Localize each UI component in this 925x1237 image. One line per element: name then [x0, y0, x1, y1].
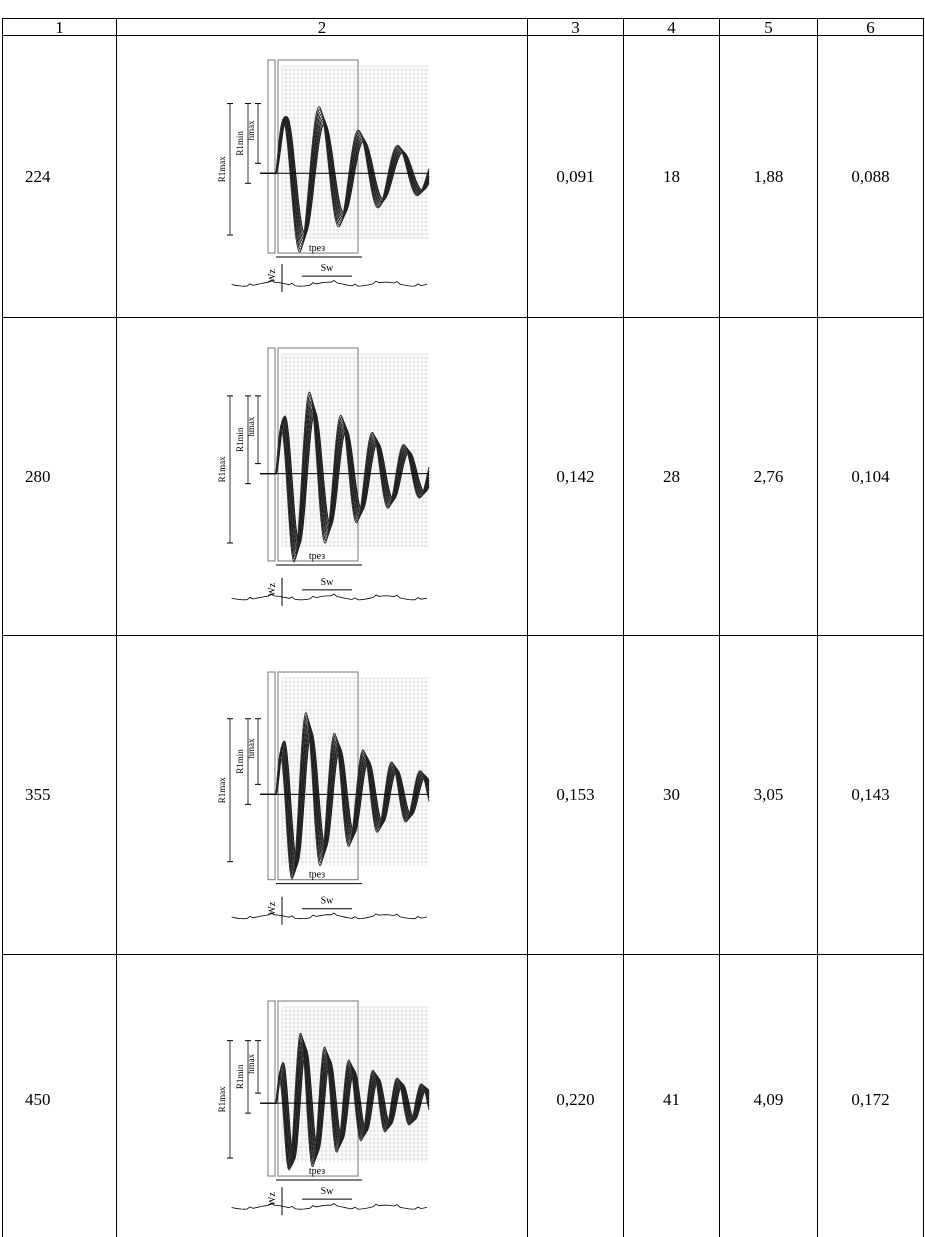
cell: 280 — [2, 318, 117, 636]
header-cell: 1 — [2, 18, 117, 36]
figure-label: R1min — [235, 749, 245, 774]
cell: 41 — [624, 955, 720, 1237]
figure-label: R1min — [235, 427, 245, 452]
figure-label: hmax — [246, 120, 256, 140]
figure-label: R1max — [217, 456, 227, 482]
figure-label: hmax — [246, 1053, 256, 1073]
figure-label: tрез — [309, 551, 325, 562]
figure-label: Wz — [267, 582, 278, 596]
cell: 224 — [2, 36, 117, 318]
figure-label: Sw — [321, 1186, 335, 1197]
cell: 2,76 — [720, 318, 818, 636]
header-cell: 5 — [720, 18, 818, 36]
figure-label: R1max — [217, 156, 227, 182]
header-cell: 4 — [624, 18, 720, 36]
figure-label: tрез — [309, 870, 325, 881]
figure-label: Wz — [267, 1192, 278, 1206]
cell: 0,088 — [818, 36, 924, 318]
figure-label: hmax — [246, 416, 256, 436]
figure-label: Sw — [321, 896, 335, 907]
cell: 0,153 — [528, 636, 624, 955]
cell: 0,220 — [528, 955, 624, 1237]
frame — [268, 348, 275, 561]
cell: 30 — [624, 636, 720, 955]
frame — [268, 1001, 275, 1176]
waveform — [260, 117, 429, 237]
cell: 450 — [2, 955, 117, 1237]
cell: 0,091 — [528, 36, 624, 318]
waveform — [260, 114, 429, 244]
cell: 0,143 — [818, 636, 924, 955]
figure-label: Sw — [321, 263, 335, 274]
figure-label: Wz — [267, 269, 278, 283]
roughness — [232, 1203, 427, 1209]
cell: 3,05 — [720, 636, 818, 955]
figure-label: R1min — [235, 1064, 245, 1089]
page: 123456224R1maxR1minhmaxtрезWzSw0,091181,… — [0, 0, 925, 1237]
roughness — [232, 594, 427, 600]
cell: 0,172 — [818, 955, 924, 1237]
cell: 18 — [624, 36, 720, 318]
roughness — [232, 280, 427, 286]
roughness — [232, 913, 427, 919]
cell: 0,104 — [818, 318, 924, 636]
cell: 355 — [2, 636, 117, 955]
figure-label: hmax — [246, 738, 256, 758]
frame — [268, 672, 275, 880]
header-cell: 2 — [117, 18, 528, 36]
cell: 1,88 — [720, 36, 818, 318]
figure-label: Wz — [267, 901, 278, 915]
figure-label: R1min — [235, 131, 245, 156]
figure-label: R1max — [217, 1086, 227, 1112]
figure-label: tрез — [309, 243, 325, 254]
header-cell: 6 — [818, 18, 924, 36]
figure-label: tрез — [309, 1166, 325, 1177]
cell: 28 — [624, 318, 720, 636]
figure-label: R1max — [217, 777, 227, 803]
cell: 0,142 — [528, 318, 624, 636]
frame — [268, 60, 275, 253]
figure-label: Sw — [321, 577, 335, 588]
waveform — [260, 116, 429, 242]
header-cell: 3 — [528, 18, 624, 36]
waveform — [260, 112, 429, 247]
cell: 4,09 — [720, 955, 818, 1237]
